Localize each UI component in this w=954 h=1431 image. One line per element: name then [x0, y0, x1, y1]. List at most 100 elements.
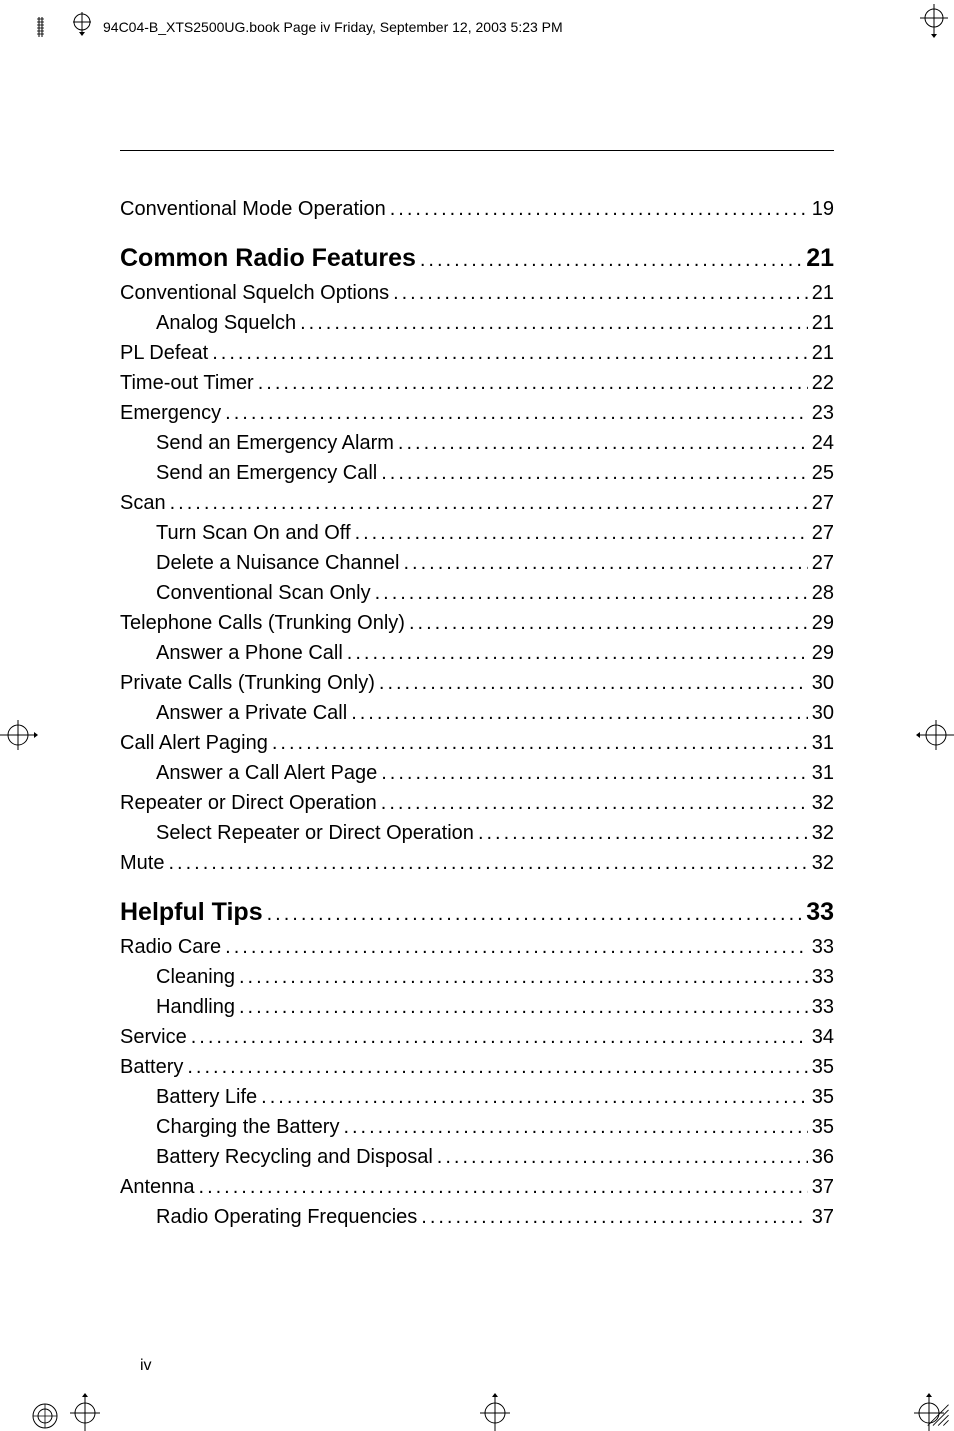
toc-leader: [187, 1053, 807, 1081]
toc-page: 19: [812, 195, 834, 223]
toc-leader: [261, 1083, 808, 1111]
toc-entry: Call Alert Paging 31: [120, 729, 834, 757]
toc-entry: Private Calls (Trunking Only) 30: [120, 669, 834, 697]
toc-entry: Send an Emergency Alarm 24: [120, 429, 834, 457]
toc-page: 37: [812, 1173, 834, 1201]
toc-page: 36: [812, 1143, 834, 1171]
toc-label: Mute: [120, 849, 164, 877]
toc-page: 37: [812, 1203, 834, 1231]
content-rule: [120, 150, 834, 151]
toc-entry: Battery Life 35: [120, 1083, 834, 1111]
toc-leader: [381, 459, 808, 487]
toc-leader: [239, 993, 808, 1021]
toc-label: Send an Emergency Call: [156, 459, 377, 487]
toc-page: 32: [812, 849, 834, 877]
toc-leader: [170, 489, 808, 517]
toc-entry: Radio Operating Frequencies 37: [120, 1203, 834, 1231]
toc-leader: [225, 399, 808, 427]
toc-page: 35: [812, 1083, 834, 1111]
toc-entry: Answer a Call Alert Page 31: [120, 759, 834, 787]
toc-label: Helpful Tips: [120, 895, 263, 930]
toc-label: Antenna: [120, 1173, 195, 1201]
toc-leader: [398, 429, 808, 457]
toc-entry: Analog Squelch 21: [120, 309, 834, 337]
toc-entry: Send an Emergency Call 25: [120, 459, 834, 487]
toc-label: Select Repeater or Direct Operation: [156, 819, 474, 847]
toc-leader: [300, 309, 808, 337]
toc-page: 33: [812, 933, 834, 961]
toc-page: 22: [812, 369, 834, 397]
toc-label: Service: [120, 1023, 187, 1051]
toc-label: Time-out Timer: [120, 369, 254, 397]
toc-entry: Mute 32: [120, 849, 834, 877]
toc-label: Turn Scan On and Off: [156, 519, 351, 547]
toc-leader: [421, 1203, 807, 1231]
toc-page: 23: [812, 399, 834, 427]
toc-leader: [258, 369, 808, 397]
toc-label: Radio Operating Frequencies: [156, 1203, 417, 1231]
toc-label: Answer a Call Alert Page: [156, 759, 377, 787]
toc-label: Charging the Battery: [156, 1113, 339, 1141]
toc-page: 31: [812, 759, 834, 787]
toc-entry: Telephone Calls (Trunking Only) 29: [120, 609, 834, 637]
toc-label: Delete a Nuisance Channel: [156, 549, 400, 577]
toc-leader: [478, 819, 808, 847]
toc-label: Answer a Phone Call: [156, 639, 343, 667]
toc-entry: Common Radio Features 21: [120, 241, 834, 276]
toc-label: PL Defeat: [120, 339, 208, 367]
crop-mark-bottom-mid: [470, 1381, 520, 1431]
toc-entry: Helpful Tips 33: [120, 895, 834, 930]
toc-page: 32: [812, 789, 834, 817]
toc-page: 28: [812, 579, 834, 607]
toc-entry: Select Repeater or Direct Operation 32: [120, 819, 834, 847]
toc-leader: [347, 639, 808, 667]
toc-page: 31: [812, 729, 834, 757]
toc-leader: [393, 279, 808, 307]
toc-leader: [375, 579, 808, 607]
toc-leader: [420, 246, 802, 274]
toc-entry: Answer a Private Call 30: [120, 699, 834, 727]
toc-leader: [199, 1173, 808, 1201]
toc-label: Battery: [120, 1053, 183, 1081]
toc-entry: Cleaning 33: [120, 963, 834, 991]
toc-entry: Handling 33: [120, 993, 834, 1021]
toc-entry: Conventional Mode Operation 19: [120, 195, 834, 223]
toc-label: Battery Recycling and Disposal: [156, 1143, 433, 1171]
toc-label: Conventional Scan Only: [156, 579, 371, 607]
toc-page: 35: [812, 1113, 834, 1141]
toc-leader: [272, 729, 808, 757]
toc-label: Call Alert Paging: [120, 729, 268, 757]
toc-label: Analog Squelch: [156, 309, 296, 337]
toc-leader: [381, 789, 808, 817]
toc-page: 21: [812, 339, 834, 367]
toc-page: 29: [812, 609, 834, 637]
toc-entry: Delete a Nuisance Channel 27: [120, 549, 834, 577]
toc-entry: Emergency 23: [120, 399, 834, 427]
toc-label: Cleaning: [156, 963, 235, 991]
toc-label: Common Radio Features: [120, 241, 416, 276]
toc-entry: Answer a Phone Call 29: [120, 639, 834, 667]
toc-entry: Scan 27: [120, 489, 834, 517]
toc-leader: [212, 339, 808, 367]
toc-label: Conventional Squelch Options: [120, 279, 389, 307]
toc-leader: [355, 519, 808, 547]
toc-page: 33: [806, 895, 834, 930]
toc-leader: [191, 1023, 808, 1051]
toc-page: 27: [812, 519, 834, 547]
toc-entry: Time-out Timer 22: [120, 369, 834, 397]
toc-leader: [437, 1143, 808, 1171]
page-number: iv: [140, 1357, 152, 1375]
toc-entry: Battery 35: [120, 1053, 834, 1081]
toc-leader: [267, 900, 803, 928]
crop-mark-bottom-left-arrow: [60, 1381, 110, 1431]
toc-leader: [225, 933, 808, 961]
crop-mark-mid-right: [904, 710, 954, 760]
toc-page: 25: [812, 459, 834, 487]
toc-entry: PL Defeat 21: [120, 339, 834, 367]
toc-label: Send an Emergency Alarm: [156, 429, 394, 457]
toc-page: 27: [812, 489, 834, 517]
toc-entry: Antenna 37: [120, 1173, 834, 1201]
toc-entry: Battery Recycling and Disposal 36: [120, 1143, 834, 1171]
toc-page: 32: [812, 819, 834, 847]
toc-leader: [379, 669, 808, 697]
